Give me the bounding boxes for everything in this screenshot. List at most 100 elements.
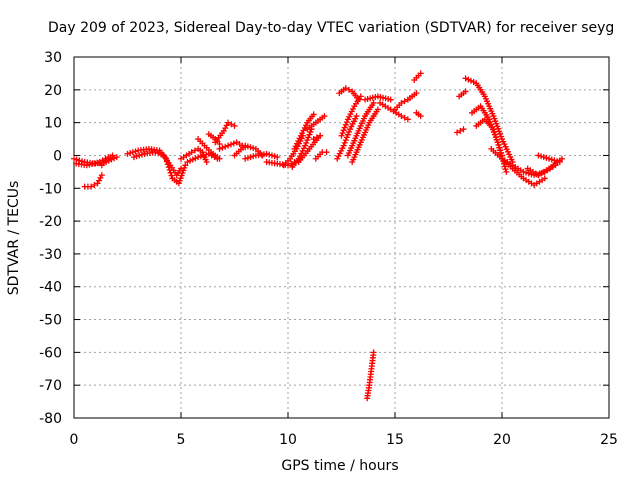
data-point (138, 151, 145, 158)
data-point (244, 143, 251, 150)
data-point (417, 113, 424, 120)
data-point (462, 75, 469, 82)
data-point (136, 152, 143, 159)
data-points (71, 70, 565, 402)
data-point (370, 99, 377, 106)
data-point (404, 116, 411, 123)
data-point (340, 142, 347, 149)
data-point (303, 139, 310, 146)
data-point (168, 172, 175, 179)
data-point (470, 79, 477, 86)
data-point (244, 154, 251, 161)
data-point (200, 152, 207, 159)
data-point (313, 134, 320, 141)
data-point (266, 151, 273, 158)
data-point (370, 349, 377, 356)
data-point (413, 90, 420, 97)
y-tick-label: -60 (39, 345, 62, 361)
plot-frame (73, 56, 610, 419)
data-point (343, 134, 350, 141)
data-point (546, 155, 553, 162)
data-point (268, 152, 275, 159)
data-point (355, 96, 362, 103)
data-point (341, 124, 348, 131)
data-point (227, 141, 234, 148)
data-point (417, 70, 424, 77)
data-point (130, 154, 137, 161)
data-point (317, 132, 324, 139)
data-point (307, 128, 314, 135)
data-point (247, 144, 254, 151)
y-tick-label: -70 (39, 378, 62, 394)
data-point (357, 93, 364, 100)
data-point (523, 169, 530, 176)
data-point (310, 111, 317, 118)
data-point (342, 121, 349, 128)
data-point (247, 154, 254, 161)
data-point (342, 85, 349, 92)
data-point (525, 170, 532, 177)
data-point (310, 136, 317, 143)
chart-title: Day 209 of 2023, Sidereal Day-to-day VTE… (48, 20, 614, 36)
data-point (387, 96, 394, 103)
data-point (503, 168, 510, 175)
data-point (71, 155, 77, 162)
data-point (556, 159, 563, 166)
data-point (228, 121, 235, 128)
data-point (457, 127, 464, 134)
data-point (88, 183, 95, 190)
data-point (197, 153, 204, 160)
data-point (231, 122, 238, 129)
data-point (191, 147, 198, 154)
data-point (124, 150, 131, 157)
data-point (339, 130, 346, 137)
data-point (340, 127, 347, 134)
data-point (203, 151, 210, 158)
data-point (304, 137, 311, 144)
data-point (323, 149, 330, 156)
data-point (401, 114, 408, 121)
axis-ticks: 0 5 10 15 20 25 30 20 10 0 -10 -20 -30 -40 -50 -60 -70 -8… (39, 50, 618, 448)
data-point (225, 119, 232, 126)
y-tick-label: -20 (39, 214, 62, 230)
data-point (242, 155, 249, 162)
data-point (158, 151, 165, 158)
data-point (91, 181, 98, 188)
data-point (374, 106, 381, 113)
data-point (460, 126, 467, 133)
data-point (133, 153, 140, 160)
data-point (454, 129, 461, 136)
data-point (543, 154, 550, 161)
data-point (540, 154, 547, 161)
data-point (184, 159, 191, 166)
data-point (341, 139, 348, 146)
x-tick-label: 5 (177, 432, 186, 448)
data-point (129, 149, 136, 156)
y-tick-label: -40 (39, 280, 62, 296)
data-point (192, 155, 199, 162)
data-point (230, 140, 237, 147)
data-point (554, 158, 561, 165)
data-point (344, 131, 351, 138)
data-point (535, 152, 542, 159)
y-tick-label: 0 (53, 148, 62, 164)
y-tick-label: -50 (39, 313, 62, 329)
data-point (343, 119, 350, 126)
y-tick-label: -30 (39, 247, 62, 263)
y-tick-label: 10 (44, 116, 62, 132)
data-point (342, 137, 349, 144)
data-point (302, 142, 309, 149)
data-point (242, 142, 249, 149)
data-point (306, 131, 313, 138)
data-point (398, 99, 405, 106)
data-point (155, 150, 162, 157)
data-point (520, 168, 527, 175)
data-point (219, 144, 226, 151)
data-point (465, 76, 472, 83)
data-point (98, 172, 105, 179)
data-point (263, 150, 270, 157)
data-point (225, 142, 232, 149)
data-point (345, 128, 352, 135)
x-tick-label: 15 (386, 432, 404, 448)
